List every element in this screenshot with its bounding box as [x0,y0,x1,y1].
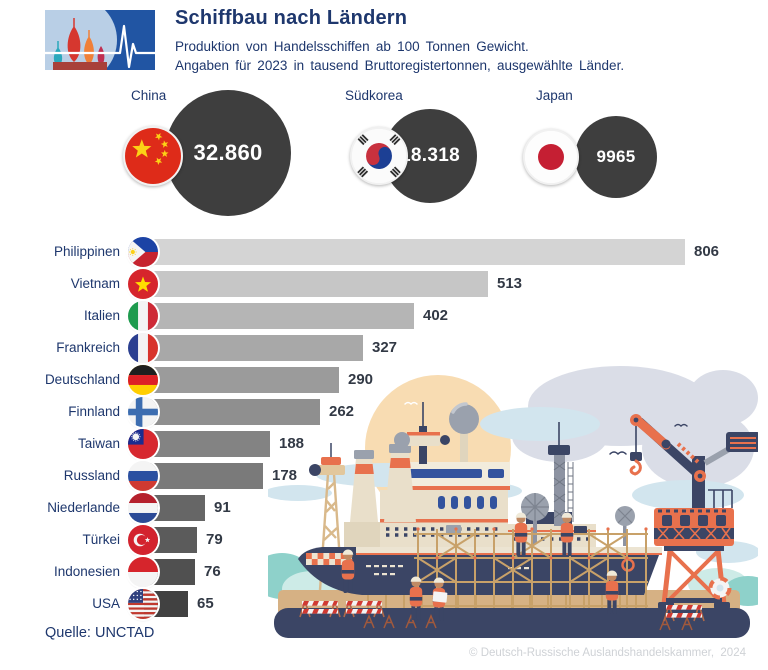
page-title: Schiffbau nach Ländern [175,7,408,29]
bar-row: Italien 402 [24,300,764,332]
top-country-label: China [131,88,167,103]
country-label: Deutschland [44,372,120,387]
bar-value: 806 [694,243,720,260]
bar-value: 79 [206,531,223,548]
flag-icon [350,127,408,185]
bar-row: Vietnam 513 [24,268,764,300]
bar-row: Philippinen 806 [24,236,764,268]
flag-icon [128,429,158,459]
flag-icon [128,589,158,619]
bar-value: 76 [204,563,221,580]
st-basils-cathedral-pulse-logo-icon [45,10,155,70]
bar [144,335,363,361]
header: Schiffbau nach Ländern Produktion von Ha… [175,7,735,75]
bar-row: Finnland 262 [24,396,764,428]
bar-rows: Philippinen 806 Vietnam 513 Italien 402 Frankr… [24,236,764,622]
bar [144,399,320,425]
bar [144,463,263,489]
country-label: Philippinen [53,244,120,259]
flag-icon [523,129,579,185]
bar-value: 262 [329,403,355,420]
flag-icon [128,493,158,523]
country-label: Italien [83,308,120,323]
country-label: Finnland [68,404,120,419]
source-note: Quelle: UNCTAD [45,625,155,641]
bar [144,367,339,393]
country-label: Indonesien [53,564,120,579]
subtitle-line-1: Produktion von Handelsschiffen ab 100 To… [175,39,529,54]
bar-row: Taiwan 188 [24,428,764,460]
flag-icon [128,557,158,587]
bar-value: 513 [497,275,523,292]
top-country-label: Südkorea [345,88,403,103]
flag-icon [128,525,158,555]
country-label: Vietnam [70,276,120,291]
bar-value: 402 [423,307,449,324]
shipyard-scene-illustration [268,366,758,638]
flag-icon [128,269,158,299]
bar-value: 290 [348,371,374,388]
flag-icon [128,397,158,427]
country-label: Niederlande [47,500,120,515]
bar [144,303,414,329]
flag-icon [123,126,183,186]
bar-row: Niederlande 91 [24,492,764,524]
bar [144,239,685,265]
value-circle: 9965 [575,116,657,198]
bar-value: 91 [214,499,231,516]
bar-row: USA 65 [24,588,764,620]
country-label: Taiwan [77,436,120,451]
country-label: Russland [63,468,120,483]
bar-value: 327 [372,339,398,356]
flag-icon [128,461,158,491]
top-country-label: Japan [536,88,573,103]
flag-icon [128,365,158,395]
value-circle: 32.860 [165,90,291,216]
subtitle-line-2: Angaben für 2023 in tausend Bruttoregist… [175,58,625,73]
bar [144,431,270,457]
flag-icon [128,333,158,363]
bar-row: Deutschland 290 [24,364,764,396]
copyright-note: © Deutsch-Russische Auslandshandelskamme… [469,647,746,659]
bar-value: 65 [197,595,214,612]
flag-icon [128,301,158,331]
country-label: Frankreich [56,340,120,355]
bar-value: 178 [272,467,298,484]
bar-value: 188 [279,435,305,452]
bar-row: Türkei 79 [24,524,764,556]
flag-icon [128,237,158,267]
bar [144,271,488,297]
bar-row: Frankreich 327 [24,332,764,364]
country-label: Türkei [82,532,120,547]
country-label: USA [92,596,120,611]
bar-row: Indonesien 76 [24,556,764,588]
bar-row: Russland 178 [24,460,764,492]
